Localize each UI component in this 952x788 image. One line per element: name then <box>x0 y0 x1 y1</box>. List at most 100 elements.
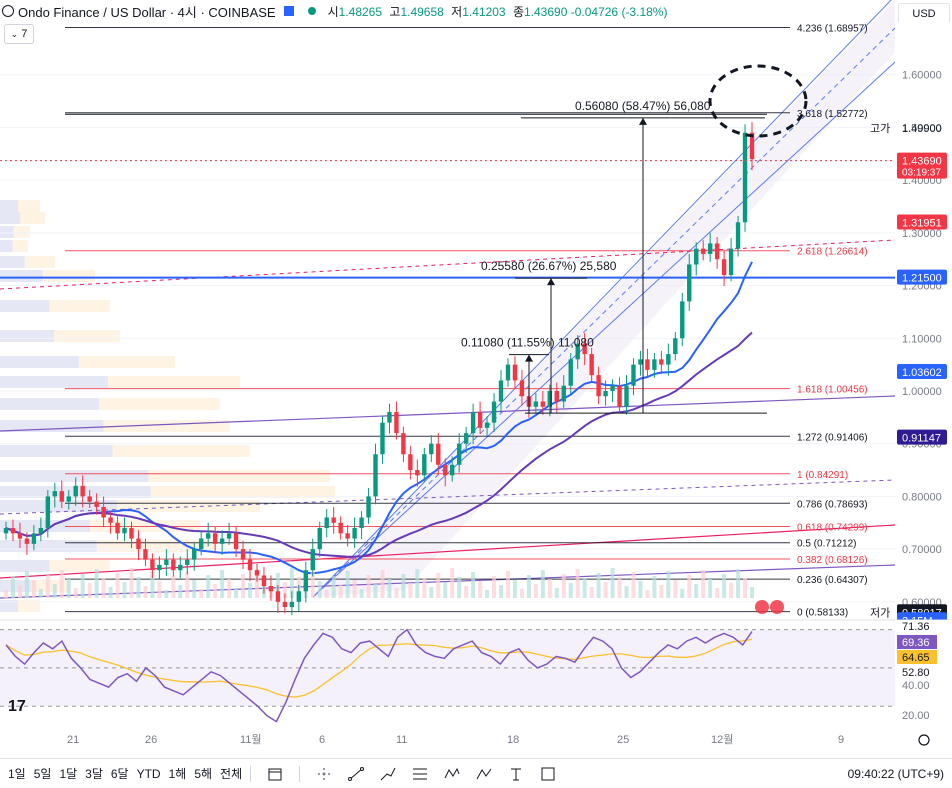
price-marker-label: 1.03602 <box>902 367 942 379</box>
candle <box>436 443 441 465</box>
price-axis-label: 1.20000 <box>902 281 942 293</box>
candle <box>45 496 51 529</box>
volume-bar <box>519 589 524 598</box>
ray-icon[interactable] <box>376 764 400 784</box>
volume-bar <box>192 580 197 598</box>
candle <box>387 412 392 423</box>
crosshair-icon[interactable] <box>312 764 336 784</box>
candle <box>73 485 78 497</box>
time-axis-label: 12월 <box>711 733 733 746</box>
volume-bar <box>603 582 608 598</box>
trendline-icon[interactable] <box>344 764 368 784</box>
candle <box>226 533 232 539</box>
rsi-band <box>0 629 895 707</box>
flag-icon[interactable] <box>283 6 294 16</box>
candle <box>101 506 106 518</box>
trendline <box>0 395 896 432</box>
trendline <box>0 564 896 599</box>
candle <box>547 390 553 407</box>
timeframe-3m[interactable]: 3달 <box>85 767 103 781</box>
volume-bar <box>129 568 134 598</box>
candle <box>275 591 281 602</box>
candle <box>31 533 37 544</box>
price-marker <box>897 152 947 179</box>
text-tool-icon[interactable] <box>504 764 528 784</box>
symbol-title[interactable]: Ondo Finance / US Dollar · 4시 · COINBASE <box>18 4 276 20</box>
candle <box>575 343 580 360</box>
candle <box>212 533 218 544</box>
moving-average-line <box>5 261 753 575</box>
candle <box>247 559 253 571</box>
candle <box>289 601 295 608</box>
candle <box>408 454 413 471</box>
price-marker <box>897 612 947 628</box>
candle <box>491 401 497 423</box>
candle <box>268 586 274 592</box>
moving-average-line <box>5 331 753 558</box>
volume-bar <box>512 580 517 598</box>
candle <box>624 385 629 407</box>
candle <box>589 354 594 376</box>
pattern-icon[interactable] <box>440 764 464 784</box>
candle <box>17 533 23 539</box>
volume-profile-bar <box>0 486 151 498</box>
candle <box>296 591 302 602</box>
volume-bar <box>575 569 580 598</box>
candle <box>192 549 197 560</box>
fib-icon[interactable] <box>408 764 432 784</box>
timeframe-6m[interactable]: 6달 <box>110 767 129 781</box>
volume-profile-bar <box>0 240 13 252</box>
volume-bar <box>206 575 211 598</box>
measure-icon[interactable] <box>536 764 560 784</box>
volume-profile-bar <box>0 445 113 457</box>
candle <box>714 243 720 260</box>
rsi-axis-label: 20.00 <box>902 710 930 722</box>
volume-profile-bar <box>13 226 30 238</box>
date-range-icon[interactable] <box>263 764 287 784</box>
volume-bar <box>143 586 148 598</box>
volume-bar <box>729 583 734 598</box>
volume-bar <box>261 578 266 598</box>
timeframe-1d[interactable]: 1일 <box>8 767 26 781</box>
volume-bar <box>659 585 664 598</box>
timeframe-5y[interactable]: 5해 <box>194 767 213 781</box>
volume-bar <box>638 581 643 598</box>
candle <box>171 559 176 571</box>
candle <box>687 264 692 302</box>
close-value: 1.43690 <box>524 4 568 19</box>
volume-profile-bar <box>0 520 90 532</box>
volume-bar <box>52 584 57 598</box>
indicator-toggle[interactable]: ⌄ 7 <box>4 24 34 44</box>
candle <box>261 575 267 587</box>
volume-bar <box>666 571 671 598</box>
timeframe-all[interactable]: 전체 <box>220 767 243 781</box>
candle <box>533 401 539 407</box>
abc-pattern-icon[interactable] <box>472 764 496 784</box>
timeframe-5d[interactable]: 5일 <box>33 767 52 781</box>
volume-bar <box>248 583 253 598</box>
volume-bar <box>478 581 483 598</box>
candle <box>422 454 427 476</box>
status-dot-icon <box>307 7 316 15</box>
candle <box>484 422 490 428</box>
timeframe-ytd[interactable]: YTD <box>136 766 161 781</box>
settings-icon <box>918 734 930 746</box>
price-marker-label: 1.43690 <box>902 156 942 168</box>
rsi-axis-label: 64.65 <box>902 652 930 664</box>
candle <box>80 485 85 497</box>
volume-bar <box>596 573 601 598</box>
volume-profile-bar <box>31 580 70 592</box>
event-icon <box>770 600 784 614</box>
clock-readout[interactable]: 09:40:22 (UTC+9) <box>847 767 944 781</box>
timeframe-1y[interactable]: 1해 <box>168 767 187 781</box>
candle <box>10 528 16 534</box>
currency-selector[interactable]: USD <box>898 3 950 25</box>
timeframe-1m[interactable]: 1달 <box>59 767 78 781</box>
candle <box>631 364 636 386</box>
price-axis-label: 1.10000 <box>902 333 942 345</box>
fib-label: 1.272 (0.91406) <box>797 432 868 443</box>
time-axis-label: 11월 <box>240 733 262 746</box>
volume-profile-bar <box>42 270 95 282</box>
